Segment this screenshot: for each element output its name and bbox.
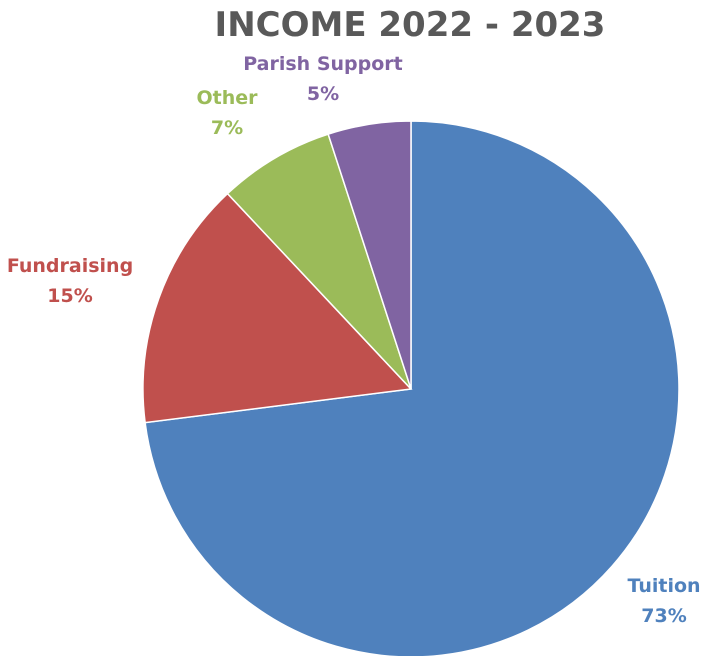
pie-slice-other <box>226 133 412 390</box>
pie-slice-parish-support <box>327 120 412 390</box>
slice-label-other: Other <box>196 87 258 109</box>
slice-labels: Tuition 73% Fundraising 15% Other 7% Parish Su… <box>7 53 701 627</box>
slice-value-tuition: 73% <box>641 605 686 627</box>
pie-slices <box>142 120 680 656</box>
slice-label-fundraising: Fundraising <box>7 255 133 277</box>
chart-title: INCOME 2022 - 2023 <box>215 5 606 45</box>
pie-slice-tuition <box>144 120 680 656</box>
slice-label-tuition: Tuition <box>627 575 700 597</box>
slice-value-fundraising: 15% <box>47 285 92 307</box>
slice-value-parish-support: 5% <box>307 83 339 105</box>
pie-slice-fundraising <box>142 192 413 424</box>
slice-value-other: 7% <box>211 117 243 139</box>
slice-label-parish-support: Parish Support <box>243 53 403 75</box>
